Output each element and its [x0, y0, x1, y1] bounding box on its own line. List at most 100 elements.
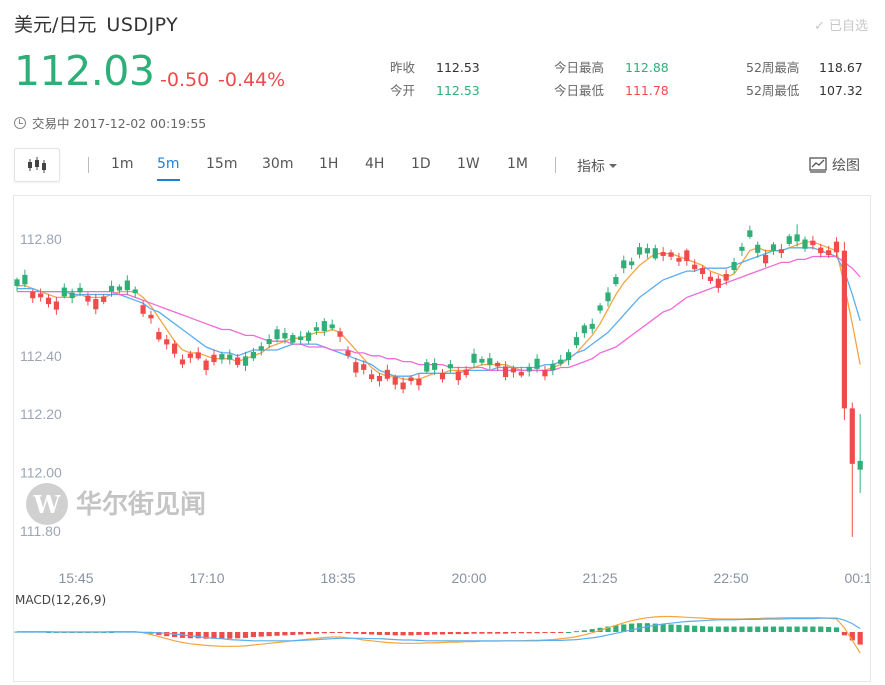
price-chart[interactable]: W 华尔街见闻 112.80 112.40 112.20 112.00 111.80 1…	[14, 196, 870, 681]
macd-bar	[581, 630, 587, 632]
timeframe-1h[interactable]: 1H	[319, 156, 339, 172]
indicator-dropdown[interactable]: 指标	[577, 156, 617, 176]
macd-bar	[660, 624, 666, 632]
candle-body	[439, 372, 446, 380]
candle-body	[290, 335, 296, 343]
macd-bar	[463, 632, 469, 635]
candle-body	[361, 364, 367, 370]
x-tick-label: 18:35	[320, 570, 355, 586]
x-tick-label: 21:25	[582, 570, 617, 586]
macd-bar	[195, 632, 201, 639]
candle-body	[605, 292, 611, 302]
candle-body	[794, 234, 800, 242]
candle-body	[463, 369, 469, 376]
macd-bar	[282, 632, 288, 636]
macd-bar	[258, 632, 264, 637]
macd-bar	[518, 632, 524, 634]
chart-type-button[interactable]	[14, 148, 60, 182]
candle-body	[61, 287, 67, 297]
candle-body	[849, 408, 855, 464]
watermark-logo-icon	[26, 483, 68, 525]
candle-body	[833, 241, 840, 253]
day-low-label: 今日最低	[554, 83, 605, 98]
y-tick-label: 112.80	[20, 231, 62, 247]
instrument-symbol: USDJPY	[106, 14, 179, 36]
macd-bar	[699, 626, 706, 632]
macd-bar	[439, 632, 446, 635]
macd-bar	[471, 632, 477, 634]
macd-bar	[384, 632, 390, 635]
draw-button[interactable]: 绘图	[809, 155, 860, 175]
price-change-percent: -0.44%	[218, 69, 286, 91]
candle-body	[471, 353, 477, 363]
prev-close-label: 昨收	[390, 60, 416, 75]
candle-body	[45, 297, 52, 305]
macd-dea-line	[17, 617, 861, 642]
candle-body	[763, 254, 769, 264]
candle-body	[597, 305, 603, 311]
ma-line	[17, 247, 861, 377]
y-tick-label: 112.40	[20, 348, 62, 364]
timeframe-4h[interactable]: 4H	[365, 156, 385, 172]
timeframe-1w[interactable]: 1W	[457, 156, 480, 172]
watermark: W 华尔街见闻	[26, 483, 206, 525]
macd-bar	[432, 632, 438, 635]
candle-body	[502, 366, 509, 378]
open-label: 今开	[390, 83, 416, 98]
stats-col-2: 今日最高 112.88 今日最低 111.78	[554, 56, 669, 102]
x-tick-label: 00:15	[844, 570, 870, 586]
macd-bar	[526, 632, 532, 634]
favorite-toggle[interactable]: ✓ 已自选	[813, 19, 868, 34]
timeframe-15m[interactable]: 15m	[206, 156, 238, 172]
candle-body	[313, 327, 320, 331]
macd-bar	[786, 626, 792, 632]
macd-bar	[337, 632, 343, 633]
y-tick-label: 111.80	[20, 523, 61, 539]
candle-body	[329, 324, 335, 329]
timeframe-1d[interactable]: 1D	[411, 156, 431, 172]
candle-body	[132, 289, 138, 294]
candle-body	[558, 359, 564, 364]
macd-bar	[187, 632, 193, 639]
draw-chart-icon	[809, 157, 827, 173]
macd-bar	[416, 632, 422, 635]
candle-body	[613, 277, 619, 285]
macd-bar	[542, 632, 548, 633]
candle-body	[739, 246, 745, 251]
candle-body	[101, 296, 107, 302]
candle-body	[30, 291, 36, 299]
macd-bar	[841, 632, 847, 636]
candle-body	[676, 258, 682, 262]
candle-body	[479, 358, 485, 363]
timeframe-30m[interactable]: 30m	[262, 156, 294, 172]
draw-label: 绘图	[832, 158, 860, 174]
candle-body	[282, 332, 288, 339]
watermark-logo-glyph: W	[33, 490, 62, 519]
candle-body	[652, 248, 658, 259]
macd-bar	[550, 632, 556, 633]
macd-bar	[156, 632, 162, 635]
candle-body	[258, 346, 264, 351]
candle-body	[699, 268, 706, 274]
chart-panel[interactable]: W 华尔街见闻 112.80 112.40 112.20 112.00 111.80 1…	[13, 195, 871, 682]
candle-body	[778, 249, 784, 254]
day-low-value: 111.78	[625, 83, 669, 98]
candle-body	[731, 262, 737, 271]
candle-body	[621, 260, 627, 269]
candle-body	[550, 363, 556, 371]
y-tick-label: 112.20	[20, 406, 62, 422]
macd-bar	[684, 625, 690, 632]
macd-bar	[227, 632, 233, 639]
candle-body	[644, 248, 650, 254]
candle-body	[692, 264, 698, 270]
timeframe-1m[interactable]: 1m	[111, 156, 134, 172]
macd-bar	[644, 623, 650, 632]
timeframe-5m[interactable]: 5m	[157, 156, 180, 181]
week52-high-label: 52周最高	[746, 60, 800, 75]
candle-body	[179, 359, 186, 365]
toolbar-divider	[88, 157, 89, 173]
candle-body	[392, 376, 398, 385]
timeframe-1mo[interactable]: 1M	[507, 156, 528, 172]
macd-bar	[810, 626, 816, 632]
candle-body	[305, 332, 312, 341]
